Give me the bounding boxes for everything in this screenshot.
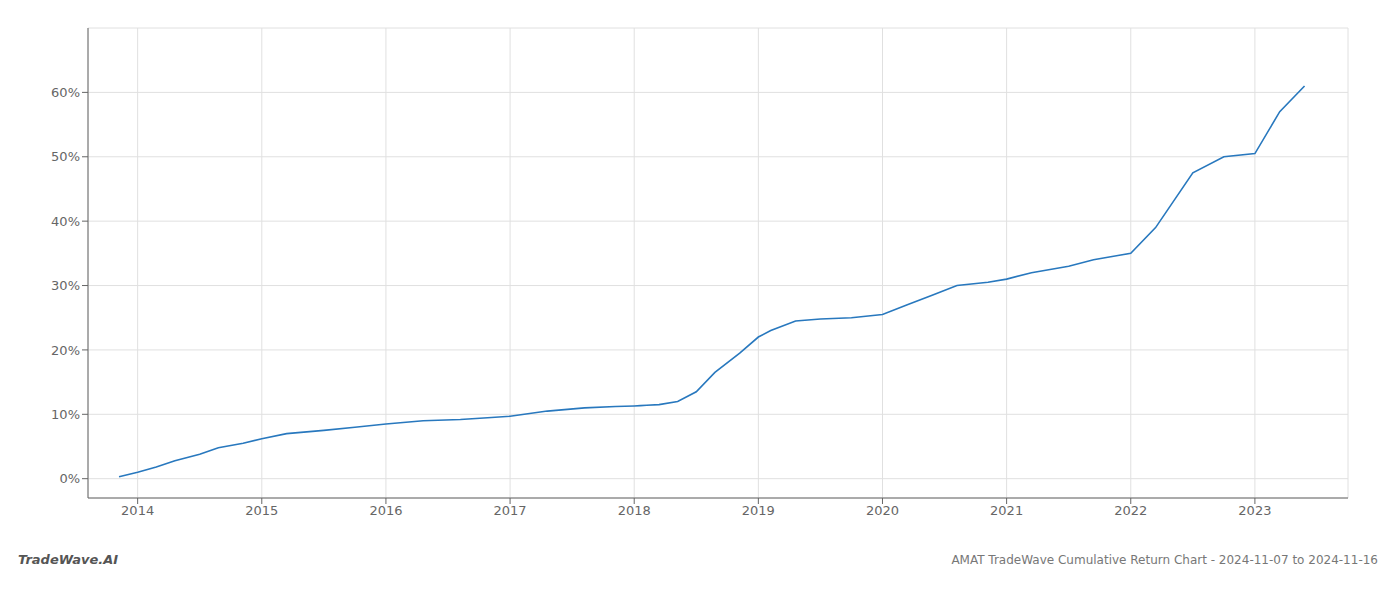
svg-text:2020: 2020 xyxy=(866,503,899,518)
svg-text:2018: 2018 xyxy=(618,503,651,518)
html-text:TradeWave.AI: TradeWave.AI xyxy=(18,552,119,567)
svg-text:30%: 30% xyxy=(51,278,80,293)
svg-text:60%: 60% xyxy=(51,85,80,100)
svg-text:2019: 2019 xyxy=(742,503,775,518)
svg-text:2023: 2023 xyxy=(1238,503,1271,518)
svg-text:2017: 2017 xyxy=(494,503,527,518)
svg-text:20%: 20% xyxy=(51,343,80,358)
svg-text:2014: 2014 xyxy=(121,503,154,518)
svg-text:10%: 10% xyxy=(51,407,80,422)
svg-text:2021: 2021 xyxy=(990,503,1023,518)
html-text:AMAT TradeWave Cumulative Retu: AMAT TradeWave Cumulative Return Chart -… xyxy=(951,553,1378,567)
svg-text:2015: 2015 xyxy=(245,503,278,518)
svg-text:50%: 50% xyxy=(51,149,80,164)
svg-text:40%: 40% xyxy=(51,214,80,229)
svg-text:0%: 0% xyxy=(59,471,80,486)
svg-text:2016: 2016 xyxy=(369,503,402,518)
svg-text:2022: 2022 xyxy=(1114,503,1147,518)
